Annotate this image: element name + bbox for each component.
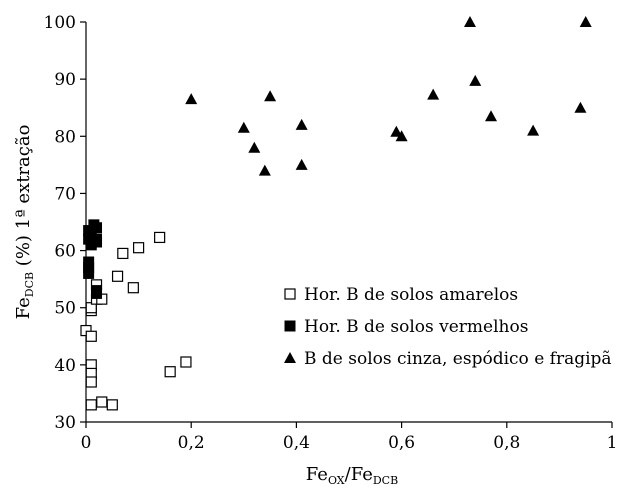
data-point [134, 243, 144, 253]
series-0 [81, 232, 191, 409]
y-tick-label: 30 [54, 413, 76, 433]
data-point [86, 331, 96, 341]
data-point [469, 75, 481, 86]
data-point [574, 102, 586, 113]
data-point [296, 159, 308, 170]
data-point [84, 268, 94, 278]
legend-marker [285, 289, 295, 299]
data-point [296, 119, 308, 130]
data-point [248, 142, 260, 153]
data-point [107, 400, 117, 410]
data-point [181, 357, 191, 367]
data-point [527, 125, 539, 136]
data-point [97, 397, 107, 407]
series-2 [185, 16, 592, 176]
y-tick-label: 60 [54, 242, 76, 262]
y-tick-label: 50 [54, 299, 76, 319]
data-point [113, 271, 123, 281]
y-tick-label: 70 [54, 184, 76, 204]
data-point [118, 248, 128, 258]
data-point [128, 283, 138, 293]
data-point [485, 110, 497, 121]
data-point [92, 237, 102, 247]
y-tick-label: 90 [54, 70, 76, 90]
data-point [92, 286, 102, 296]
x-axis-title: FeOX/FeDCB [306, 464, 398, 487]
x-ticks: 0 0,2 0,4 0,6 0,8 1 [81, 422, 618, 453]
data-point [92, 223, 102, 233]
y-tick-label: 40 [54, 356, 76, 376]
legend-label: Hor. B de solos amarelos [304, 285, 518, 305]
data-point [185, 93, 197, 104]
legend-marker [284, 352, 296, 363]
data-point [464, 16, 476, 27]
data-point [238, 122, 250, 133]
legend-marker [285, 321, 295, 331]
data-point [580, 16, 592, 27]
x-tick-label: 0,2 [178, 433, 205, 453]
y-ticks: 30 40 50 60 70 80 90 100 [44, 13, 86, 433]
legend-label: Hor. B de solos vermelhos [304, 317, 528, 337]
data-point [155, 232, 165, 242]
legend: Hor. B de solos amarelos Hor. B de solos … [284, 285, 612, 369]
x-tick-label: 0,8 [493, 433, 520, 453]
y-axis-title: FeDCB (%) 1ª extração [13, 125, 36, 320]
data-point [165, 367, 175, 377]
data-point [427, 89, 439, 100]
y-tick-label: 80 [54, 127, 76, 147]
data-point [86, 377, 96, 387]
data-point [264, 90, 276, 101]
x-tick-label: 0,6 [388, 433, 415, 453]
data-point [259, 165, 271, 176]
x-tick-label: 1 [607, 433, 618, 453]
y-tick-label: 100 [44, 13, 76, 33]
x-tick-label: 0 [81, 433, 92, 453]
data-point [86, 400, 96, 410]
x-tick-label: 0,4 [283, 433, 310, 453]
legend-label: B de solos cinza, espódico e fragipã [304, 349, 612, 369]
